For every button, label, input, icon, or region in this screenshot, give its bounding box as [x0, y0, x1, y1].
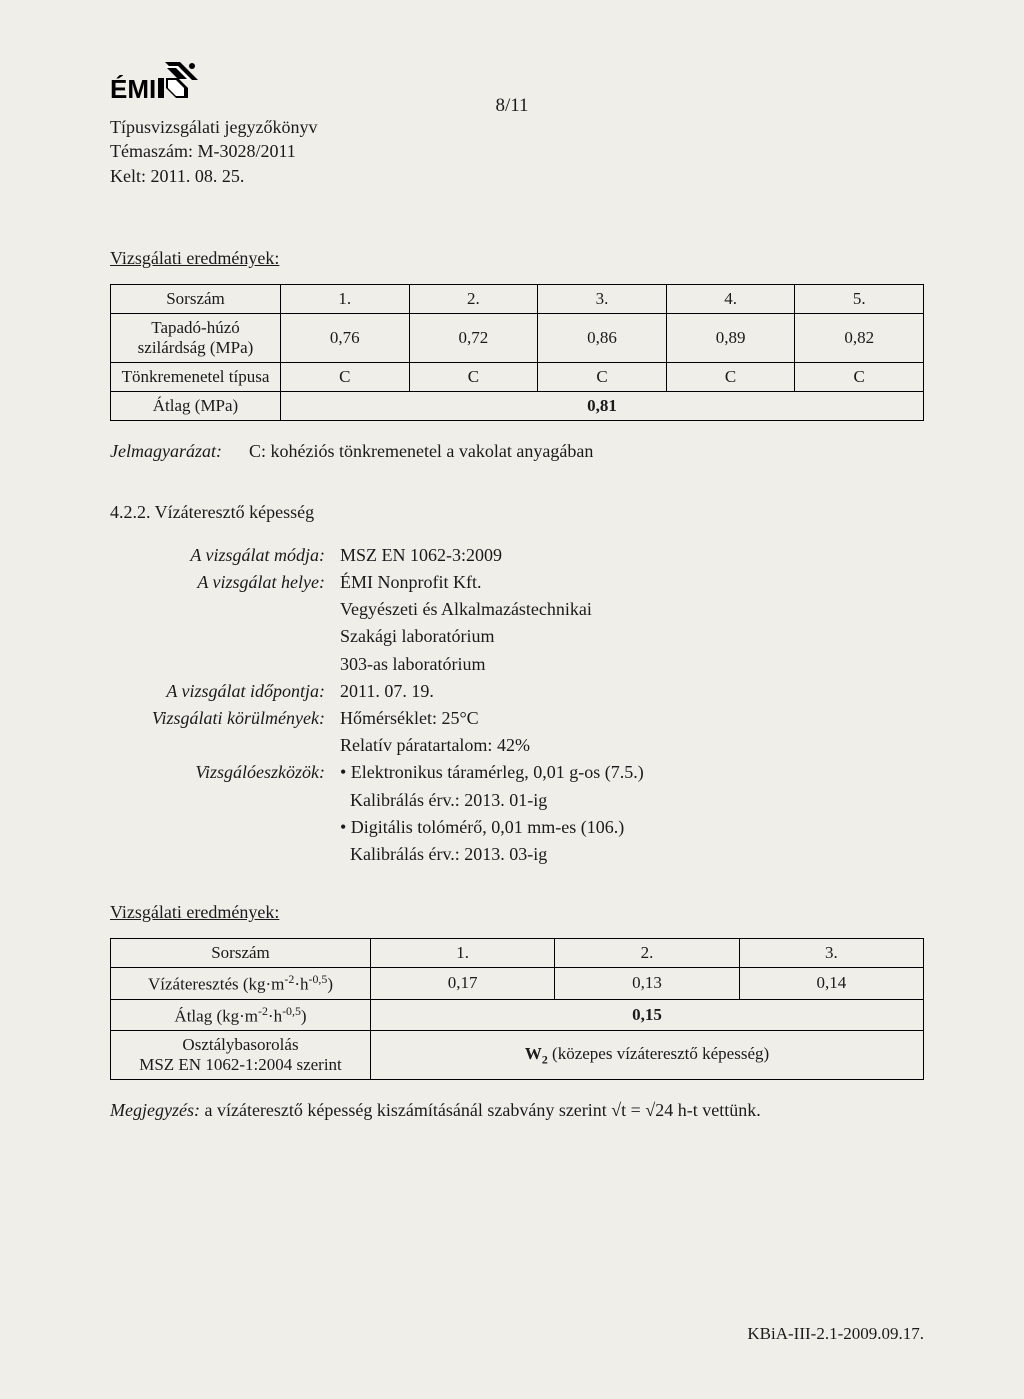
- cell-value: 0,76: [281, 313, 410, 362]
- table-row: Átlag (kg·m-2·h-0,5) 0,15: [111, 999, 924, 1031]
- table-row: Tönkremenetel típusa C C C C C: [111, 362, 924, 391]
- section3-title: Vizsgálati eredmények:: [110, 902, 924, 923]
- table-row: Tapadó-húzó szilárdság (MPa) 0,76 0,72 0…: [111, 313, 924, 362]
- note-text: a vízáteresztő képesség kiszámításánál s…: [200, 1100, 761, 1120]
- test-details: A vizsgálat módja: MSZ EN 1062-3:2009 A …: [130, 543, 924, 867]
- col-header: 1.: [281, 284, 410, 313]
- classification-value: W2 (közepes vízáteresztő képesség): [371, 1031, 924, 1080]
- col-header: 2.: [409, 284, 538, 313]
- instruments-value: Kalibrálás érv.: 2013. 03-ig: [340, 842, 924, 867]
- table-header-row: Sorszám 1. 2. 3.: [111, 939, 924, 968]
- row-label: Vízáteresztés (kg·m-2·h-0,5): [111, 968, 371, 1000]
- location-value: Szakági laboratórium: [340, 624, 924, 649]
- cell-value: 0,86: [538, 313, 667, 362]
- col-header: 3.: [538, 284, 667, 313]
- water-permeability-table: Sorszám 1. 2. 3. Vízáteresztés (kg·m-2·h…: [110, 938, 924, 1080]
- cell-value: 0,89: [666, 313, 795, 362]
- doc-topic-number: Témaszám: M-3028/2011: [110, 139, 924, 163]
- legend-text: C: kohéziós tönkremenetel a vakolat anya…: [249, 441, 593, 461]
- instruments-value: • Digitális tolómérő, 0,01 mm-es (106.): [340, 815, 924, 840]
- cell-value: C: [409, 362, 538, 391]
- cell-value: C: [666, 362, 795, 391]
- legend-label: Jelmagyarázat:: [110, 441, 222, 461]
- col-header: 3.: [739, 939, 923, 968]
- method-label: A vizsgálat módja:: [130, 543, 340, 568]
- table-row: Osztálybasorolás MSZ EN 1062-1:2004 szer…: [111, 1031, 924, 1080]
- instruments-value: • Elektronikus táramérleg, 0,01 g-os (7.…: [340, 760, 924, 785]
- cell-value: 0,17: [371, 968, 555, 1000]
- col-header: 5.: [795, 284, 924, 313]
- adhesion-results-table: Sorszám 1. 2. 3. 4. 5. Tapadó-húzó szilá…: [110, 284, 924, 421]
- note: Megjegyzés: a vízáteresztő képesség kisz…: [110, 1100, 924, 1121]
- legend: Jelmagyarázat: C: kohéziós tönkremenetel…: [110, 441, 924, 462]
- date-value: 2011. 07. 19.: [340, 679, 924, 704]
- emi-logo: ÉMI: [110, 60, 200, 110]
- location-value: Vegyészeti és Alkalmazástechnikai: [340, 597, 924, 622]
- table-row: Átlag (MPa) 0,81: [111, 391, 924, 420]
- row-label: Átlag (MPa): [111, 391, 281, 420]
- cell-value: 0,72: [409, 313, 538, 362]
- row-label: Osztálybasorolás MSZ EN 1062-1:2004 szer…: [111, 1031, 371, 1080]
- col-header: Sorszám: [111, 284, 281, 313]
- instruments-label: Vizsgálóeszközök:: [130, 760, 340, 785]
- footer-code: KBiA-III-2.1-2009.09.17.: [747, 1324, 924, 1344]
- table-header-row: Sorszám 1. 2. 3. 4. 5.: [111, 284, 924, 313]
- cell-value: 0,82: [795, 313, 924, 362]
- location-value: ÉMI Nonprofit Kft.: [340, 570, 924, 595]
- date-label: A vizsgálat időpontja:: [130, 679, 340, 704]
- page-number: 8/11: [495, 95, 528, 117]
- row-label: Tönkremenetel típusa: [111, 362, 281, 391]
- row-label: Tapadó-húzó szilárdság (MPa): [111, 313, 281, 362]
- method-value: MSZ EN 1062-3:2009: [340, 543, 924, 568]
- doc-date: Kelt: 2011. 08. 25.: [110, 164, 924, 188]
- cell-value: C: [795, 362, 924, 391]
- cell-value: 0,13: [555, 968, 739, 1000]
- col-header: 2.: [555, 939, 739, 968]
- row-label: Átlag (kg·m-2·h-0,5): [111, 999, 371, 1031]
- subsection-title: 4.2.2. Vízáteresztő képesség: [110, 502, 924, 523]
- document-header: Típusvizsgálati jegyzőkönyv Témaszám: M-…: [110, 115, 924, 188]
- col-header: Sorszám: [111, 939, 371, 968]
- instruments-value: Kalibrálás érv.: 2013. 01-ig: [340, 788, 924, 813]
- average-value: 0,81: [281, 391, 924, 420]
- conditions-value: Relatív páratartalom: 42%: [340, 733, 924, 758]
- section1-title: Vizsgálati eredmények:: [110, 248, 924, 269]
- cell-value: C: [281, 362, 410, 391]
- location-label: A vizsgálat helye:: [130, 570, 340, 595]
- cell-value: C: [538, 362, 667, 391]
- col-header: 1.: [371, 939, 555, 968]
- location-value: 303-as laboratórium: [340, 652, 924, 677]
- col-header: 4.: [666, 284, 795, 313]
- conditions-label: Vizsgálati körülmények:: [130, 706, 340, 731]
- cell-value: 0,14: [739, 968, 923, 1000]
- conditions-value: Hőmérséklet: 25°C: [340, 706, 924, 731]
- note-label: Megjegyzés:: [110, 1100, 200, 1120]
- table-row: Vízáteresztés (kg·m-2·h-0,5) 0,17 0,13 0…: [111, 968, 924, 1000]
- average-value: 0,15: [371, 999, 924, 1031]
- svg-text:ÉMI: ÉMI: [110, 74, 156, 104]
- doc-title: Típusvizsgálati jegyzőkönyv: [110, 115, 924, 139]
